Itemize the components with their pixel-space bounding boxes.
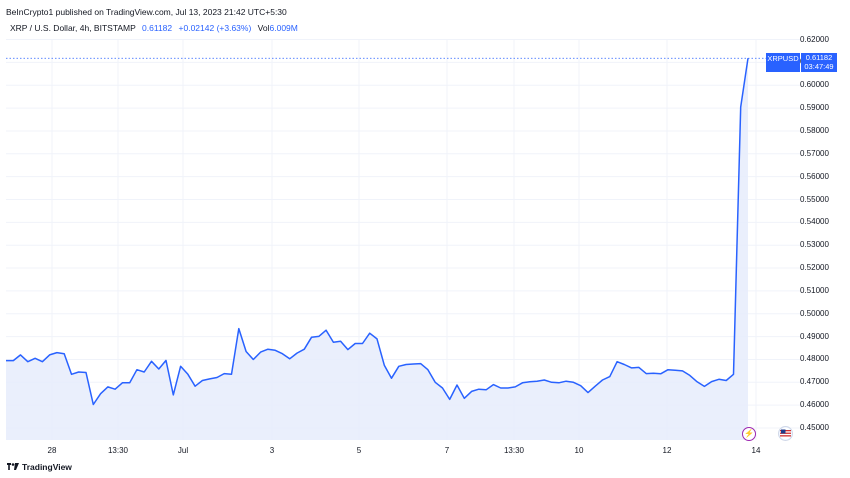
y-tick-label: 0.62000 — [800, 34, 829, 44]
y-tick-label: 0.45000 — [800, 423, 829, 432]
price-tag-countdown: 03:47:49 — [804, 62, 834, 71]
x-tick-label: 3 — [269, 446, 275, 455]
y-tick-label: 0.52000 — [800, 263, 829, 273]
x-tick-label: 13:30 — [503, 446, 525, 455]
price-tag-value: 0.61182 03:47:49 — [801, 53, 837, 72]
y-tick-label: 0.46000 — [800, 400, 829, 410]
price-line — [6, 58, 749, 406]
tradingview-logo-icon — [7, 462, 19, 472]
y-tick-label: 0.49000 — [800, 331, 829, 341]
y-tick-label: 0.60000 — [800, 80, 829, 90]
legend-volume-label: Vol — [257, 23, 270, 33]
us-flag-icon[interactable] — [778, 426, 793, 441]
y-tick-label: 0.59000 — [800, 103, 829, 113]
x-tick-label: 14 — [751, 446, 761, 455]
y-tick-label: 0.53000 — [800, 240, 829, 250]
y-tick-label: 0.50000 — [800, 308, 829, 318]
x-tick-label: 13:30 — [107, 446, 129, 455]
brand-name: TradingView — [22, 462, 72, 472]
x-tick-label: 7 — [444, 446, 450, 455]
price-tag-symbol: XRPUSD — [766, 53, 800, 72]
price-tag-price: 0.61182 — [805, 53, 833, 62]
x-tick-label: 10 — [574, 446, 584, 455]
y-tick-label: 0.47000 — [800, 377, 829, 387]
tradingview-logo[interactable]: TradingView — [7, 462, 72, 472]
x-tick-label: 28 — [47, 446, 57, 455]
y-tick-label: 0.48000 — [800, 354, 829, 364]
y-tick-label: 0.58000 — [800, 125, 829, 135]
symbol-title[interactable]: XRP / U.S. Dollar, 4h, BITSTAMP — [10, 23, 136, 33]
symbol-legend: XRP / U.S. Dollar, 4h, BITSTAMP 0.61182 … — [10, 23, 298, 33]
legend-price: 0.61182 — [142, 23, 173, 33]
y-tick-label: 0.57000 — [800, 148, 829, 158]
publisher-caption: BeInCrypto1 published on TradingView.com… — [6, 7, 287, 17]
legend-change: +0.02142 (+3.63%) — [178, 23, 252, 33]
x-tick-label: Jul — [177, 446, 189, 455]
price-area-fill — [6, 58, 748, 440]
x-tick-label: 5 — [356, 446, 362, 455]
y-tick-label: 0.56000 — [800, 171, 829, 181]
lightning-icon[interactable]: ⚡ — [742, 427, 756, 441]
price-tag-symbol-text: XRPUSD — [767, 54, 799, 63]
y-tick-label: 0.54000 — [800, 217, 829, 227]
y-tick-label: 0.51000 — [800, 285, 829, 295]
legend-volume-value: 6.009M — [269, 23, 298, 33]
y-tick-label: 0.55000 — [800, 194, 829, 204]
x-tick-label: 12 — [662, 446, 672, 455]
